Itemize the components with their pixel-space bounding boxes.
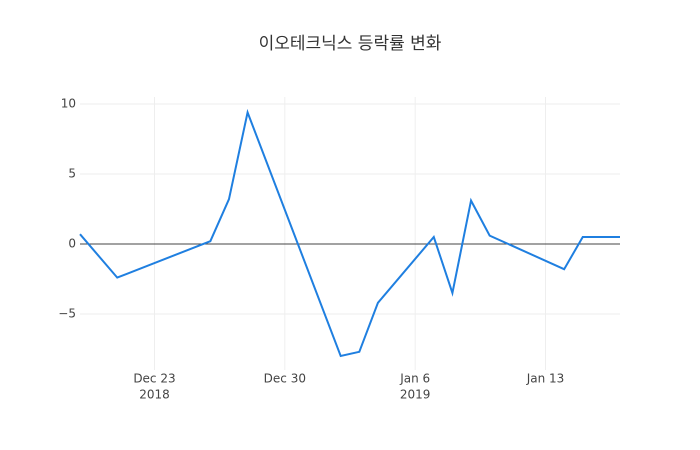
x-tick-label: Jan 6 bbox=[399, 372, 430, 386]
chart-title: 이오테크닉스 등락률 변화 bbox=[259, 34, 442, 54]
x-tick-year: 2018 bbox=[139, 388, 170, 402]
line bbox=[79, 108, 620, 358]
x-tick-label: Dec 30 bbox=[264, 372, 306, 386]
x-tick-label: Jan 13 bbox=[526, 372, 565, 386]
x-tick-year: 2019 bbox=[400, 388, 431, 402]
y-tick-label: 5 bbox=[68, 167, 76, 181]
x-tick-label: Dec 23 bbox=[133, 372, 175, 386]
y-tick-label: −5 bbox=[58, 307, 76, 321]
y-tick-label: 0 bbox=[68, 237, 76, 251]
y-tick-label: 10 bbox=[61, 97, 76, 111]
